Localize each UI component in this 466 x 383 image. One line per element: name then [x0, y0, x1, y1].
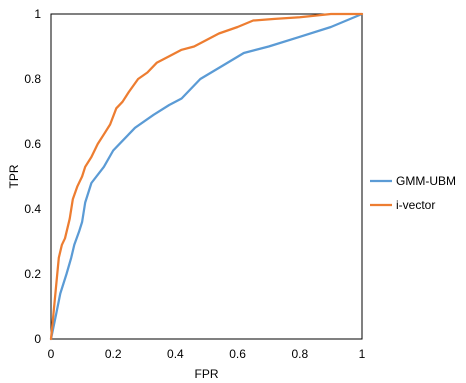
legend: GMM-UBM i-vector — [370, 174, 456, 212]
x-tick-label: 0.8 — [291, 347, 308, 361]
plot-frame — [50, 13, 363, 340]
series-line-gmm-ubm — [49, 12, 364, 341]
legend-label: GMM-UBM — [396, 174, 456, 188]
series-group — [49, 12, 364, 341]
y-tick-label: 1 — [34, 7, 41, 21]
x-tick-label: 0.4 — [167, 347, 184, 361]
x-tick-labels: 0 0.2 0.4 0.6 0.8 1 — [48, 347, 366, 361]
series-line-i-vector — [49, 12, 364, 341]
x-axis-title: FPR — [195, 367, 219, 381]
x-tick-label: 1 — [359, 347, 366, 361]
legend-label: i-vector — [396, 198, 435, 212]
x-tick-label: 0.6 — [229, 347, 246, 361]
x-tick-label: 0.2 — [105, 347, 122, 361]
axes — [50, 13, 363, 340]
y-tick-label: 0.6 — [24, 137, 41, 151]
y-axis-title: TPR — [7, 164, 21, 188]
y-tick-label: 0.8 — [24, 72, 41, 86]
y-tick-label: 0 — [34, 332, 41, 346]
y-tick-labels: 0 0.2 0.4 0.6 0.8 1 — [24, 7, 41, 346]
x-tick-label: 0 — [48, 347, 55, 361]
y-tick-label: 0.4 — [24, 202, 41, 216]
y-tick-label: 0.2 — [24, 267, 41, 281]
